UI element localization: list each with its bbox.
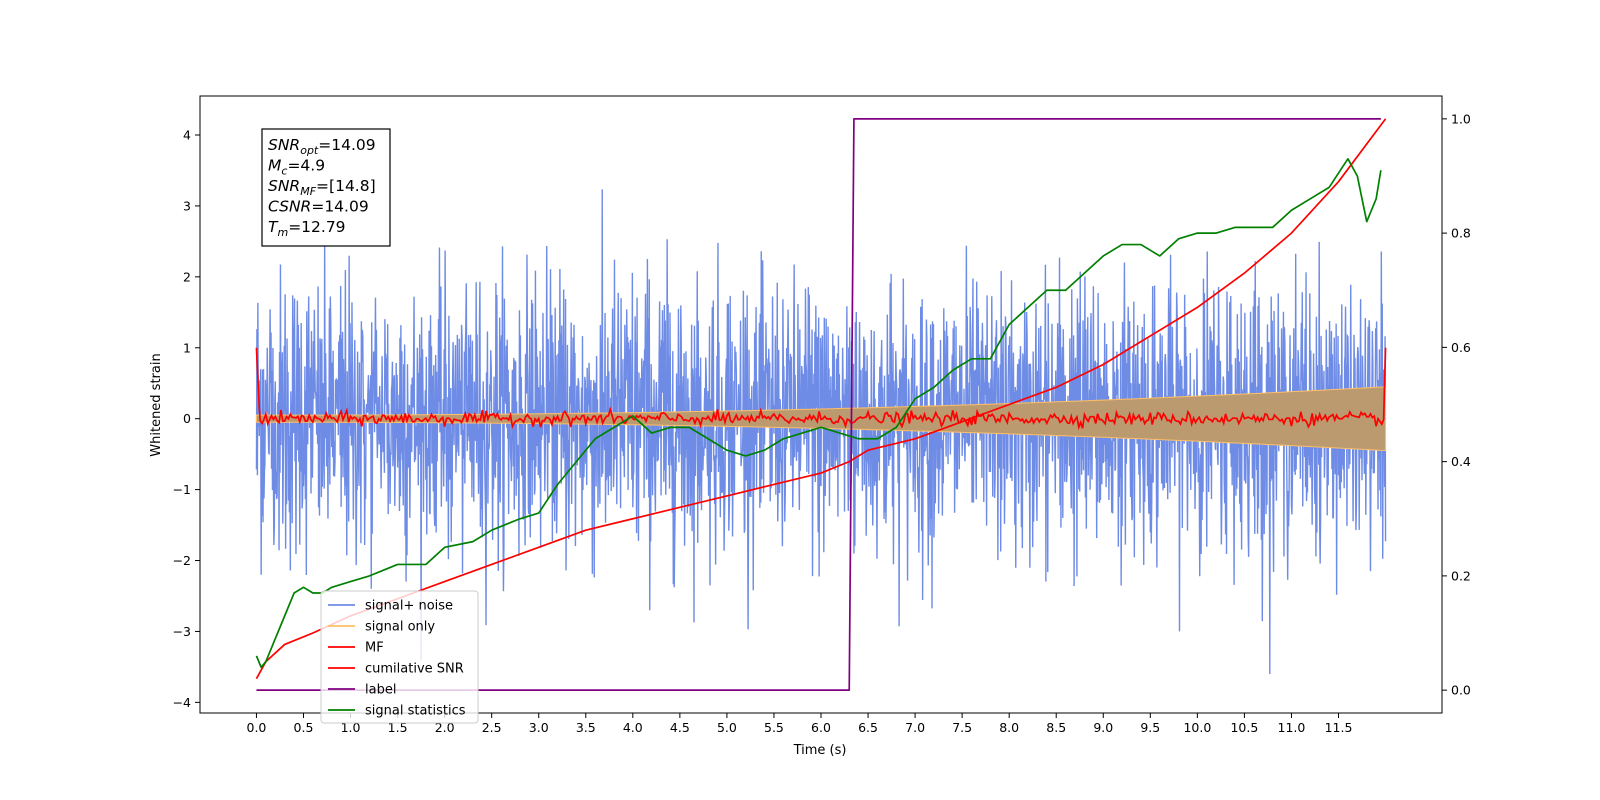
y-tick-label: 0 (183, 411, 191, 426)
x-tick-label: 7.5 (952, 720, 972, 735)
annotation-line: Mc=4.9 (268, 157, 325, 178)
plot-area (255, 118, 1387, 691)
x-tick-label: 2.0 (435, 720, 455, 735)
annotation-value: =14.09 (318, 136, 375, 154)
y2-tick-label: 0.4 (1451, 454, 1471, 469)
annotation-line: CSNR=14.09 (268, 198, 369, 216)
y-tick-label: −4 (173, 695, 191, 710)
x-tick-label: 10.0 (1183, 720, 1211, 735)
x-tick-label: 3.5 (576, 720, 596, 735)
y-axis-left: 4 3 2 1 0 −1 −2 −3 −4 (173, 128, 200, 710)
annotation-subscript: m (277, 226, 288, 239)
legend-label: cumilative SNR (365, 662, 464, 677)
x-tick-label: 5.5 (764, 720, 784, 735)
x-tick-label: 8.5 (1046, 720, 1066, 735)
y-tick-label: −1 (173, 482, 191, 497)
annotation-symbol: SNR (268, 177, 300, 195)
y2-tick-label: 1.0 (1451, 111, 1471, 126)
y-tick-label: 3 (183, 198, 191, 213)
x-tick-label: 4.0 (623, 720, 643, 735)
series-label-line (256, 118, 1381, 691)
x-tick-label: 11.0 (1278, 720, 1306, 735)
annotation-line: SNRMF=[14.8] (268, 177, 376, 198)
annotation-value: =14.09 (311, 198, 368, 216)
x-tick-label: 11.5 (1325, 720, 1353, 735)
legend-label: signal+ noise (365, 599, 453, 614)
annotation-subscript: opt (300, 144, 319, 157)
x-tick-label: 4.5 (670, 720, 690, 735)
series-mf-line (255, 347, 1387, 431)
x-tick-label: 3.0 (529, 720, 549, 735)
annotation-symbol: SNR (268, 136, 300, 154)
x-tick-label: 0.5 (294, 720, 314, 735)
y-axis-right: 1.0 0.8 0.6 0.4 0.2 0.0 (1442, 111, 1471, 698)
x-tick-label: 1.0 (341, 720, 361, 735)
legend-label: MF (365, 641, 384, 656)
annotation-box: SNRopt=14.09Mc=4.9SNRMF=[14.8]CSNR=14.09… (261, 128, 391, 247)
y-tick-label: −2 (173, 553, 191, 568)
x-tick-label: 9.5 (1140, 720, 1160, 735)
y2-tick-label: 0.2 (1451, 568, 1471, 583)
y2-tick-label: 0.6 (1451, 340, 1471, 355)
legend-frame (320, 590, 479, 724)
annotation-line: Tm=12.79 (268, 218, 346, 239)
x-tick-label: 6.0 (811, 720, 831, 735)
y-axis-label: Whitened strain (149, 353, 164, 456)
y-tick-label: 1 (183, 340, 191, 355)
annotation-symbol: CSNR (268, 198, 311, 216)
x-tick-label: 2.5 (482, 720, 502, 735)
legend-label: signal only (365, 620, 435, 635)
y2-tick-label: 0.0 (1451, 683, 1471, 698)
annotation-value: =4.9 (287, 157, 325, 175)
annotation-value: =[14.8] (316, 177, 376, 195)
x-tick-label: 9.0 (1093, 720, 1113, 735)
x-tick-label: 5.0 (717, 720, 737, 735)
x-tick-label: 8.0 (999, 720, 1019, 735)
y-tick-label: 2 (183, 269, 191, 284)
annotation-subscript: MF (300, 185, 316, 198)
x-tick-label: 6.5 (858, 720, 878, 735)
annotation-subscript: c (281, 165, 287, 178)
x-axis-label: Time (s) (793, 743, 847, 758)
annotation-value: =12.79 (288, 218, 345, 236)
x-axis: 0.0 0.5 1.0 1.5 2.0 2.5 3.0 3.5 4.0 4.5 5.0 5.5 6.0 6… (247, 713, 1353, 735)
series-signal-statistics-line (255, 157, 1382, 669)
x-tick-label: 10.5 (1230, 720, 1258, 735)
legend-label: signal statistics (365, 704, 466, 719)
legend: signal+ noise signal only MF cumilative SNR… (320, 590, 479, 724)
annotation-line: SNRopt=14.09 (268, 136, 376, 157)
y-tick-label: −3 (173, 624, 191, 639)
y2-tick-label: 0.8 (1451, 226, 1471, 241)
annotation-symbol: M (268, 157, 281, 175)
legend-label: label (365, 683, 396, 698)
annotation-frame (261, 128, 391, 247)
x-tick-label: 7.0 (905, 720, 925, 735)
x-tick-label: 0.0 (247, 720, 267, 735)
x-tick-label: 1.5 (388, 720, 408, 735)
annotation-symbol: T (268, 218, 279, 236)
y-tick-label: 4 (183, 128, 191, 143)
